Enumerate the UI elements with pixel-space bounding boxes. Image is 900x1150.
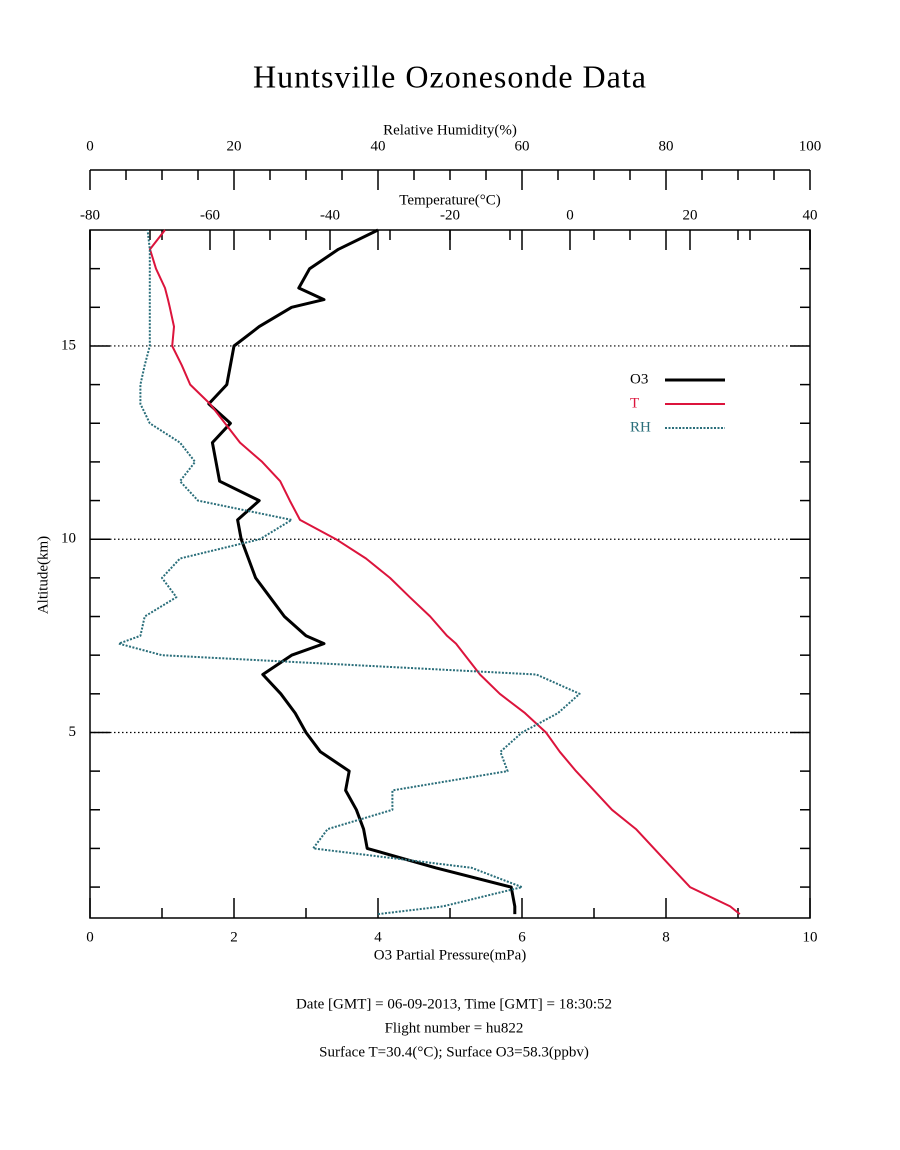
x-tick-label: 2 — [230, 929, 238, 945]
x-tick-label: 4 — [374, 929, 382, 945]
x2-tick-label: -60 — [200, 207, 220, 223]
x3-axis-label: Relative Humidity(%) — [383, 122, 517, 138]
x2-tick-label: 0 — [566, 207, 574, 223]
x-tick-label: 8 — [662, 929, 670, 945]
series-line — [207, 228, 517, 915]
x2-axis-label: Temperature(°C) — [399, 192, 501, 208]
x2-tick-label: -20 — [440, 207, 460, 223]
x2-tick-label: -80 — [80, 207, 100, 223]
chart-title: Huntsville Ozonesonde Data — [253, 58, 647, 94]
x3-tick-label: 80 — [659, 138, 674, 154]
legend-label: RH — [630, 419, 651, 435]
y-tick-label: 10 — [61, 531, 76, 547]
series-line — [117, 229, 581, 916]
x3-tick-label: 20 — [227, 138, 242, 154]
y-axis-label: Altitude(km) — [35, 536, 51, 614]
series-line — [149, 229, 741, 915]
y-tick-label: 5 — [69, 724, 77, 740]
x2-tick-label: 20 — [683, 207, 698, 223]
plot-frame — [89, 229, 811, 919]
x-tick-label: 10 — [803, 929, 818, 945]
x-tick-label: 6 — [518, 929, 526, 945]
legend-label: O3 — [630, 371, 648, 387]
x3-tick-label: 40 — [371, 138, 386, 154]
x2-tick-label: 40 — [803, 207, 818, 223]
x2-tick-label: -40 — [320, 207, 340, 223]
x3-tick-label: 100 — [799, 138, 822, 154]
footer-note: Flight number = hu822 — [385, 1020, 524, 1036]
x-axis-label: O3 Partial Pressure(mPa) — [374, 947, 526, 963]
x3-tick-label: 0 — [86, 138, 94, 154]
footer-note: Surface T=30.4(°C); Surface O3=58.3(ppbv… — [319, 1044, 589, 1060]
y-tick-label: 15 — [61, 337, 76, 353]
footer-note: Date [GMT] = 06-09-2013, Time [GMT] = 18… — [296, 996, 612, 1012]
x-tick-label: 0 — [86, 929, 94, 945]
x3-tick-label: 60 — [515, 138, 530, 154]
legend-label: T — [630, 395, 639, 411]
